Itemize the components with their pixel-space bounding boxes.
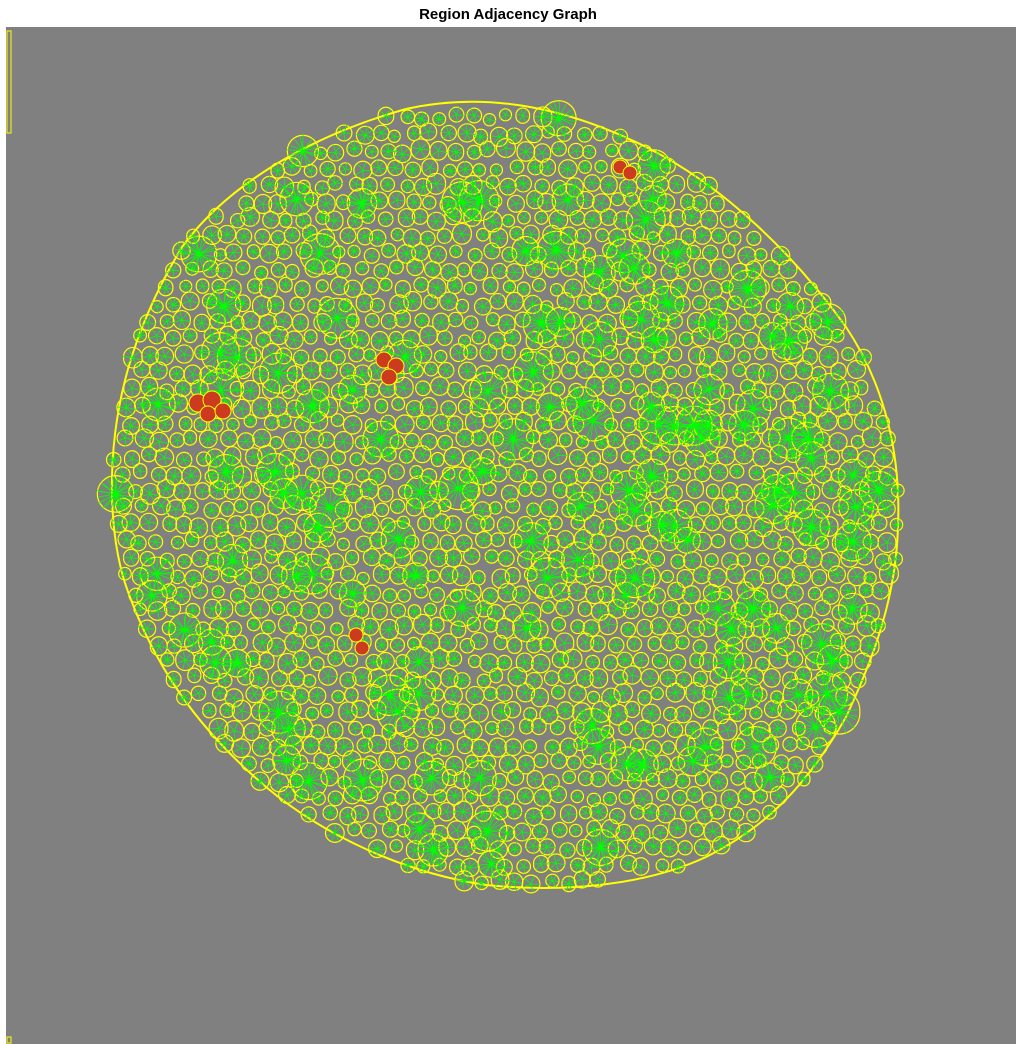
- region-adjacency-graph-image: [6, 27, 1016, 1044]
- highlighted-region-cluster: [348, 627, 370, 656]
- figure-title: Region Adjacency Graph: [419, 6, 597, 23]
- plot-area: [6, 27, 1016, 1044]
- highlighted-region: [214, 402, 232, 420]
- highlighted-region: [354, 640, 370, 656]
- highlighted-region-cluster: [188, 390, 232, 423]
- cell-body: [110, 100, 900, 889]
- highlighted-region-cluster: [375, 351, 405, 386]
- highlighted-region: [348, 627, 364, 643]
- highlighted-region-cluster: [612, 159, 638, 181]
- highlighted-region: [199, 405, 217, 423]
- highlighted-region: [380, 368, 398, 386]
- highlighted-region: [622, 165, 638, 181]
- highlighted-regions: [188, 159, 638, 656]
- cell-outline: [110, 100, 900, 889]
- edge-artifact-top-left: [6, 30, 12, 134]
- edge-artifact-bottom-left: [6, 1036, 12, 1044]
